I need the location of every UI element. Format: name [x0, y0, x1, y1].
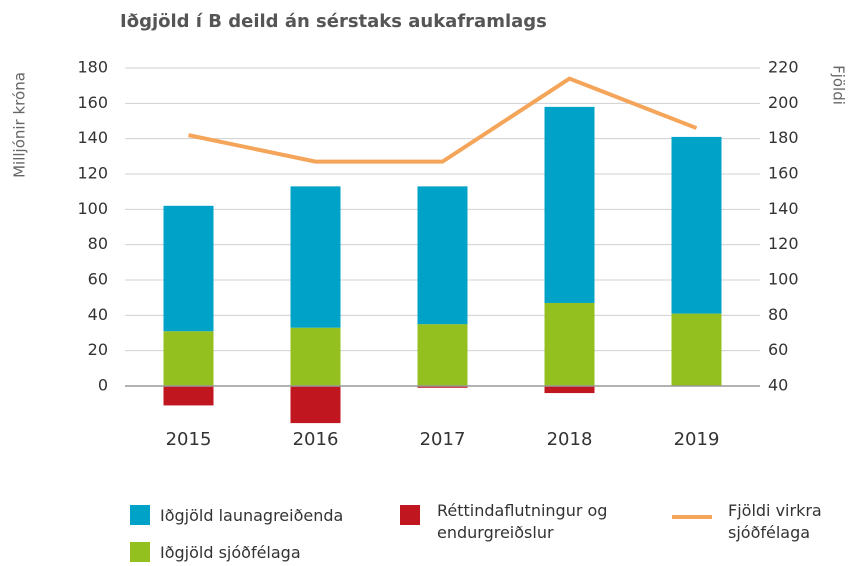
- legend-label: Iðgjöld launagreiðenda: [160, 506, 344, 525]
- y2-tick-label: 120: [768, 234, 799, 253]
- legend-label: Iðgjöld sjóðfélaga: [160, 543, 301, 562]
- y2-tick-label: 60: [768, 340, 788, 359]
- legend-swatch: [400, 505, 420, 525]
- bar: [163, 205, 214, 332]
- x-tick-label: 2016: [293, 429, 339, 450]
- x-tick-label: 2015: [166, 429, 212, 450]
- y-tick-label: 0: [98, 376, 108, 395]
- bar: [290, 386, 341, 424]
- bar: [544, 386, 595, 394]
- y-tick-label: 180: [77, 58, 108, 77]
- bar: [671, 136, 722, 314]
- bar: [163, 386, 214, 406]
- line-series: [188, 76, 698, 164]
- y2-tick-label: 80: [768, 305, 788, 324]
- bar: [671, 313, 722, 386]
- bar: [544, 302, 595, 386]
- y-tick-label: 80: [88, 234, 108, 253]
- legend-swatch: [672, 515, 712, 519]
- y-tick-label: 160: [77, 93, 108, 112]
- legend-label: Réttindaflutningur og endurgreiðslur: [437, 501, 608, 542]
- y2-tick-label: 100: [768, 270, 799, 289]
- y-tick-label: 120: [77, 164, 108, 183]
- bar: [290, 186, 341, 328]
- bar: [290, 327, 341, 386]
- y-tick-label: 100: [77, 199, 108, 218]
- bar: [417, 324, 468, 386]
- legend-swatch: [130, 542, 150, 562]
- y2-axis-label: Fjöldi: [830, 65, 848, 105]
- y-tick-label: 40: [88, 305, 108, 324]
- x-tick-label: 2017: [420, 429, 466, 450]
- y2-tick-label: 220: [768, 58, 799, 77]
- y-tick-label: 140: [77, 128, 108, 147]
- bar: [417, 186, 468, 325]
- y-tick-label: 20: [88, 340, 108, 359]
- y-tick-label: 60: [88, 270, 108, 289]
- chart-title: Iðgjöld í B deild án sérstaks aukaframla…: [120, 11, 547, 32]
- legend-swatch: [130, 505, 150, 525]
- bar: [417, 386, 468, 388]
- y2-tick-label: 200: [768, 93, 799, 112]
- y-axis-label: Milljónir króna: [11, 72, 29, 178]
- bar: [544, 106, 595, 303]
- x-tick-label: 2018: [547, 429, 593, 450]
- y2-tick-label: 160: [768, 164, 799, 183]
- x-tick-label: 2019: [674, 429, 720, 450]
- bar: [163, 331, 214, 386]
- legend-label: Fjöldi virkra sjóðfélaga: [728, 501, 822, 542]
- y2-tick-label: 40: [768, 376, 788, 395]
- y2-tick-label: 180: [768, 128, 799, 147]
- y2-tick-label: 140: [768, 199, 799, 218]
